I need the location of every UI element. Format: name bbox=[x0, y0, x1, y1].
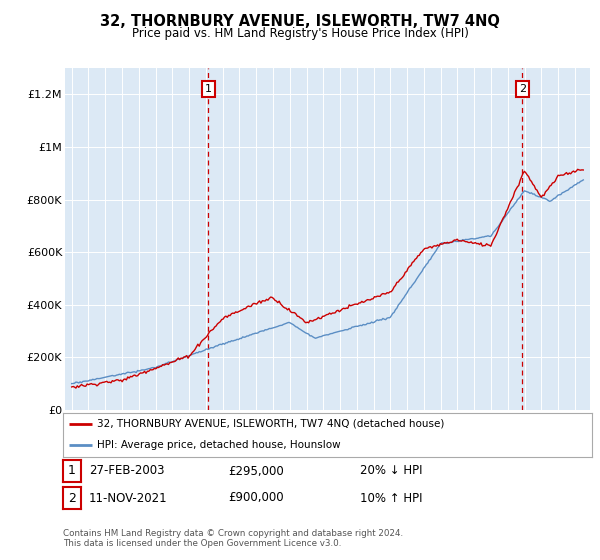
Text: 32, THORNBURY AVENUE, ISLEWORTH, TW7 4NQ: 32, THORNBURY AVENUE, ISLEWORTH, TW7 4NQ bbox=[100, 14, 500, 29]
Text: 1: 1 bbox=[68, 464, 76, 478]
Text: 27-FEB-2003: 27-FEB-2003 bbox=[89, 464, 164, 478]
Text: 1: 1 bbox=[205, 84, 212, 94]
Text: 2: 2 bbox=[68, 492, 76, 505]
Text: 20% ↓ HPI: 20% ↓ HPI bbox=[360, 464, 422, 478]
Text: 10% ↑ HPI: 10% ↑ HPI bbox=[360, 492, 422, 505]
Text: HPI: Average price, detached house, Hounslow: HPI: Average price, detached house, Houn… bbox=[97, 440, 341, 450]
Text: Price paid vs. HM Land Registry's House Price Index (HPI): Price paid vs. HM Land Registry's House … bbox=[131, 27, 469, 40]
Text: 2: 2 bbox=[519, 84, 526, 94]
Text: 11-NOV-2021: 11-NOV-2021 bbox=[89, 492, 167, 505]
Text: £295,000: £295,000 bbox=[228, 464, 284, 478]
Text: £900,000: £900,000 bbox=[228, 492, 284, 505]
Text: 32, THORNBURY AVENUE, ISLEWORTH, TW7 4NQ (detached house): 32, THORNBURY AVENUE, ISLEWORTH, TW7 4NQ… bbox=[97, 419, 445, 429]
Text: Contains HM Land Registry data © Crown copyright and database right 2024.
This d: Contains HM Land Registry data © Crown c… bbox=[63, 529, 403, 548]
